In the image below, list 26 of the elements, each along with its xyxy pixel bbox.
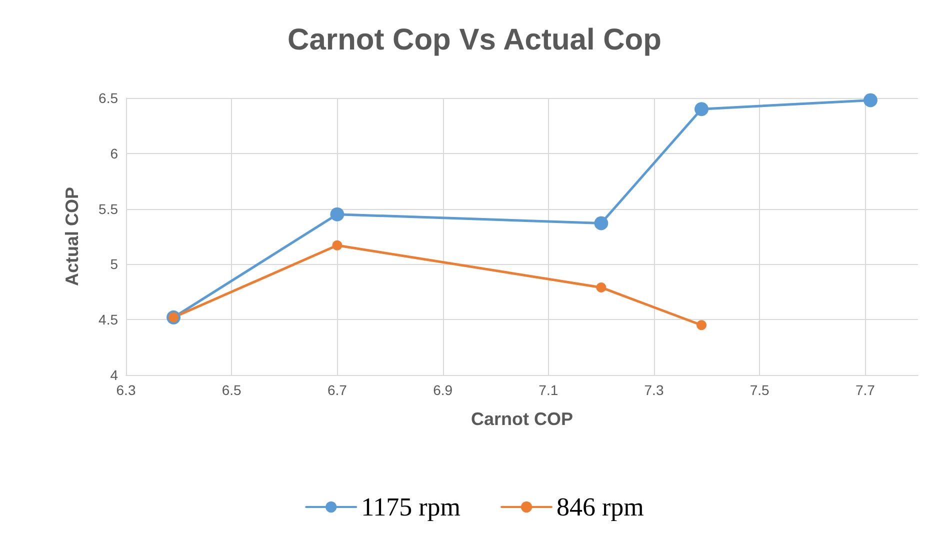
point	[596, 282, 606, 292]
y-tick-label: 4	[110, 367, 118, 383]
point	[696, 320, 707, 330]
x-tick-label: 7.5	[750, 382, 770, 398]
point	[594, 216, 608, 230]
y-tick-label: 5	[110, 256, 118, 272]
y-tick-label: 6	[110, 145, 118, 162]
x-tick-label: 6.7	[327, 382, 348, 398]
point	[694, 102, 709, 116]
y-axis-title: Actual COP	[62, 186, 82, 286]
point	[332, 240, 342, 250]
x-tick-label: 6.3	[116, 382, 136, 398]
x-tick-label: 7.1	[538, 382, 558, 398]
x-tick-label: 7.3	[644, 382, 664, 398]
y-tick-label: 6.5	[98, 90, 118, 106]
x-axis-title: Carnot COP	[470, 409, 574, 429]
point	[330, 207, 344, 222]
point	[863, 93, 878, 108]
x-tick-label: 6.9	[433, 382, 453, 398]
chart-title: Carnot Cop Vs Actual Cop	[288, 24, 662, 56]
legend-label: 1175 rpm	[361, 492, 461, 522]
x-tick-label: 7.7	[855, 382, 876, 398]
y-tick-label: 4.5	[98, 312, 118, 328]
legend-label: 846 rpm	[556, 492, 644, 522]
y-tick-label: 5.5	[98, 200, 118, 217]
x-tick-label: 6.5	[222, 382, 242, 398]
